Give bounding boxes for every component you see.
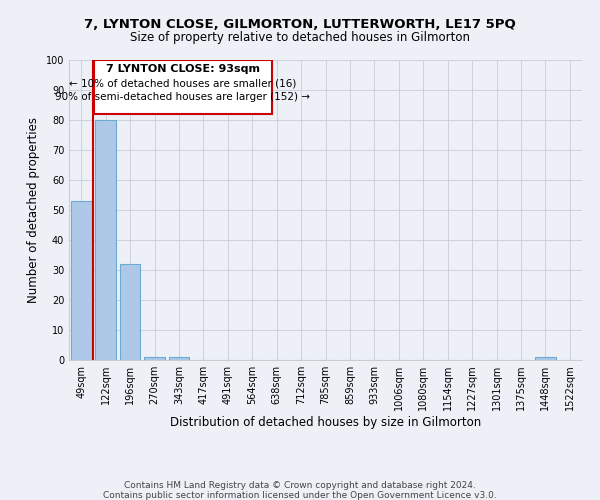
X-axis label: Distribution of detached houses by size in Gilmorton: Distribution of detached houses by size … (170, 416, 481, 429)
Bar (119, 264, 140, 360)
Bar (169, 357, 190, 360)
Text: Size of property relative to detached houses in Gilmorton: Size of property relative to detached ho… (130, 31, 470, 44)
Text: Contains public sector information licensed under the Open Government Licence v3: Contains public sector information licen… (103, 491, 497, 500)
Bar (71, 201, 92, 360)
Text: Contains HM Land Registry data © Crown copyright and database right 2024.: Contains HM Land Registry data © Crown c… (124, 481, 476, 490)
Bar (144, 357, 165, 360)
Text: 90% of semi-detached houses are larger (152) →: 90% of semi-detached houses are larger (… (55, 92, 310, 102)
Text: ← 10% of detached houses are smaller (16): ← 10% of detached houses are smaller (16… (69, 78, 296, 88)
Text: 7 LYNTON CLOSE: 93sqm: 7 LYNTON CLOSE: 93sqm (106, 64, 260, 74)
Bar (95, 120, 116, 360)
Text: 7, LYNTON CLOSE, GILMORTON, LUTTERWORTH, LE17 5PQ: 7, LYNTON CLOSE, GILMORTON, LUTTERWORTH,… (84, 18, 516, 30)
Bar (535, 357, 556, 360)
FancyBboxPatch shape (94, 60, 272, 114)
Y-axis label: Number of detached properties: Number of detached properties (27, 117, 40, 303)
